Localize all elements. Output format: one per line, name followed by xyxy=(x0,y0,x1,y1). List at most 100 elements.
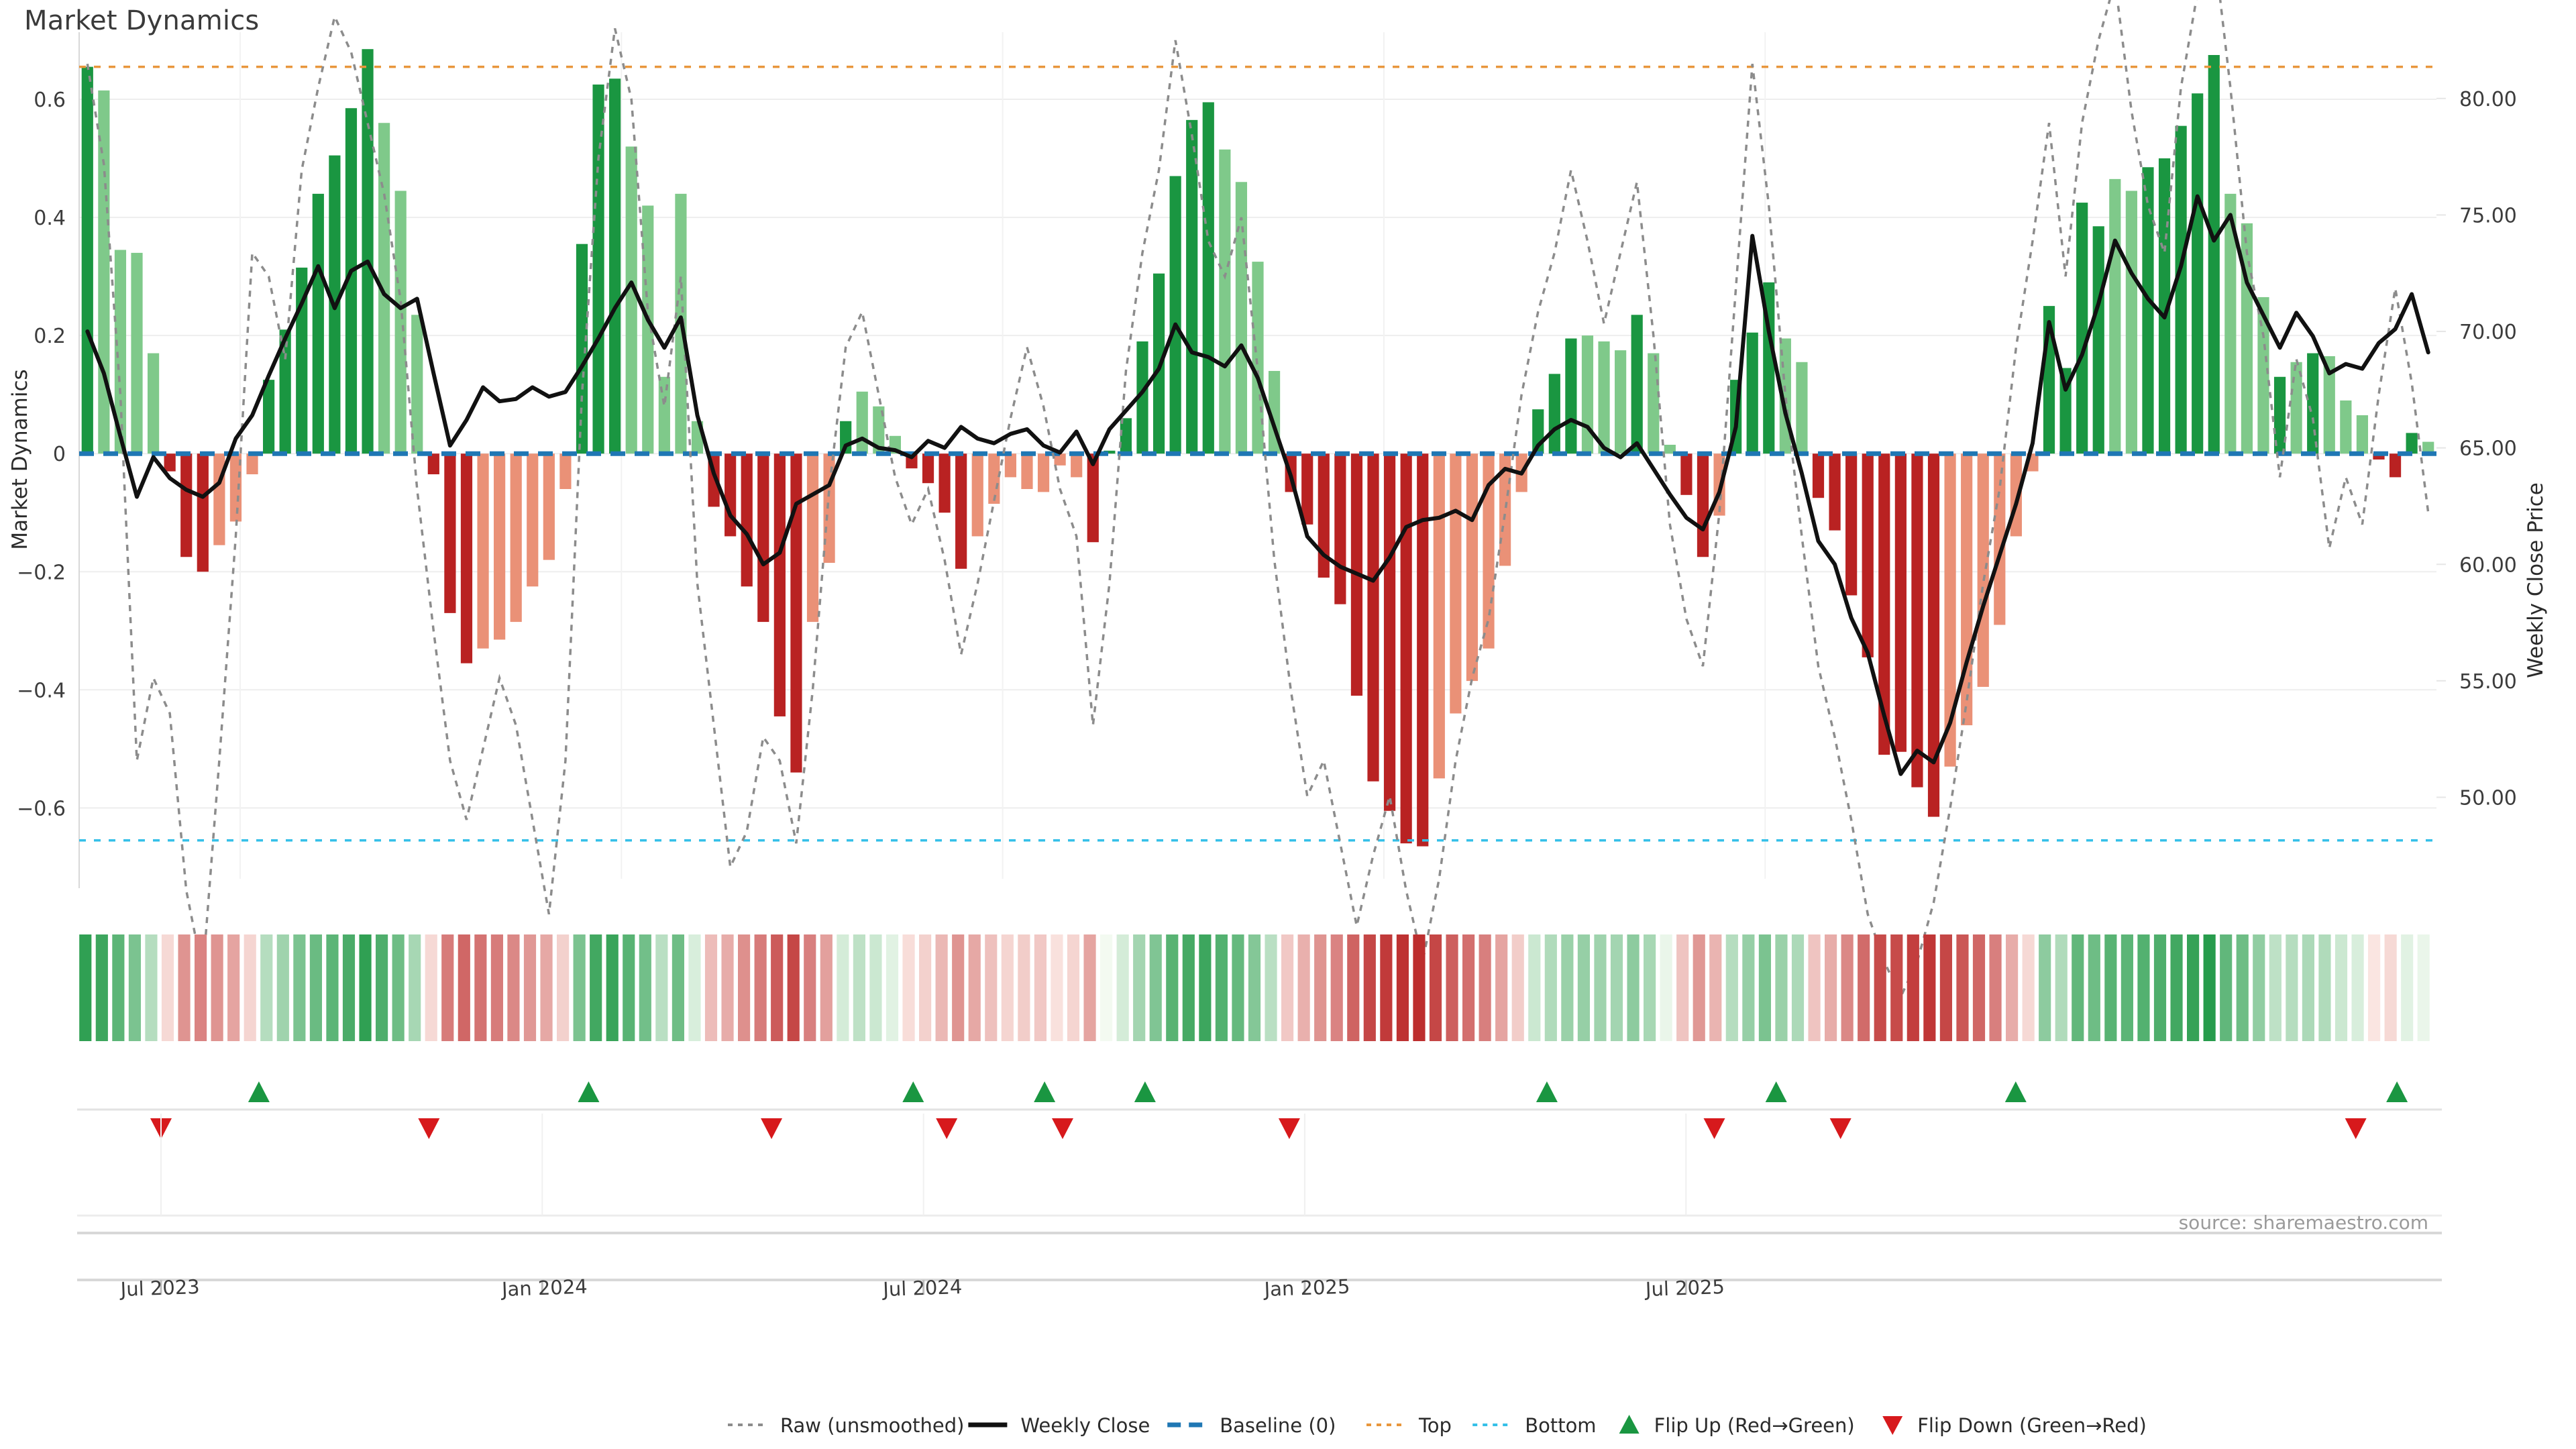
heatmap-cell xyxy=(1923,934,1936,1041)
flip-up-marker[interactable] xyxy=(1134,1081,1156,1102)
heatmap-cell xyxy=(2220,934,2233,1041)
flip-down-marker[interactable] xyxy=(761,1118,783,1139)
bar xyxy=(2257,297,2269,454)
left-tick-label-3: 0 xyxy=(53,443,66,466)
heatmap-cell xyxy=(425,934,437,1041)
flip-up-marker[interactable] xyxy=(2386,1081,2408,1102)
flip-up-marker[interactable] xyxy=(1034,1081,1056,1102)
page-title: Market Dynamics xyxy=(24,5,260,36)
bar xyxy=(2208,55,2220,454)
heatmap-cell xyxy=(1001,934,1014,1041)
bar xyxy=(2076,203,2088,454)
heatmap-cell xyxy=(885,934,899,1041)
heatmap-cell xyxy=(1511,934,1524,1041)
raw-unsmoothed-line xyxy=(86,0,2430,1000)
flip-up-marker[interactable] xyxy=(1765,1081,1787,1102)
heatmap-cell xyxy=(1725,934,1738,1041)
flip-down-marker[interactable] xyxy=(1052,1118,1073,1139)
heatmap-cell xyxy=(1116,934,1129,1041)
bar xyxy=(741,453,753,587)
heatmap-cell xyxy=(1791,934,1805,1041)
heatmap-cell xyxy=(293,934,306,1041)
heatmap-cell xyxy=(1956,934,1969,1041)
heatmap-cell xyxy=(1775,934,1788,1041)
legend-top[interactable]: Top xyxy=(1366,1414,1452,1437)
x-tick-label-4: Jul 2025 xyxy=(1644,1275,1725,1301)
flip-down-marker[interactable] xyxy=(1703,1118,1725,1139)
heatmap-cell xyxy=(1281,934,1294,1041)
heatmap-cell xyxy=(1133,934,1146,1041)
left-tick-label-4: −0.2 xyxy=(17,561,66,584)
heatmap-cell xyxy=(557,934,570,1041)
bar xyxy=(1680,453,1693,495)
bar xyxy=(494,453,506,640)
heatmap-cell xyxy=(1709,934,1722,1041)
legend-weekly-close[interactable]: Weekly Close xyxy=(968,1414,1150,1437)
bar xyxy=(658,376,670,454)
heatmap-cell xyxy=(1528,934,1541,1041)
bar xyxy=(180,453,193,557)
heatmap-cell xyxy=(738,934,751,1041)
flip-down-marker[interactable] xyxy=(936,1118,958,1139)
heatmap-cell xyxy=(639,934,651,1041)
flip-up-marker[interactable] xyxy=(2004,1081,2027,1102)
flip-down-marker[interactable] xyxy=(1829,1118,1851,1139)
legend-flip-down[interactable]: Flip Down (Green→Red) xyxy=(1882,1414,2147,1437)
bar xyxy=(873,406,885,454)
bar xyxy=(592,85,604,454)
bar xyxy=(955,453,967,569)
heatmap-cell xyxy=(376,934,388,1041)
flip-up-marker[interactable] xyxy=(248,1081,270,1102)
heatmap-cell xyxy=(1660,934,1672,1041)
bar xyxy=(1301,453,1313,525)
heatmap-cell xyxy=(606,934,619,1041)
legend-flip-up[interactable]: Flip Up (Red→Green) xyxy=(1619,1414,1855,1437)
bar xyxy=(312,193,324,454)
right-tick-label-6: 50.00 xyxy=(2459,786,2517,810)
heatmap-cell xyxy=(704,934,718,1041)
bar xyxy=(2158,158,2171,454)
bar xyxy=(559,453,572,490)
bar xyxy=(543,453,555,560)
heatmap-cell xyxy=(1825,934,1837,1041)
heatmap-cell xyxy=(2170,934,2183,1041)
heatmap-cell xyxy=(820,934,833,1041)
flip-up-marker[interactable] xyxy=(902,1081,924,1102)
legend-baseline[interactable]: Baseline (0) xyxy=(1167,1414,1336,1437)
bar xyxy=(2059,368,2072,454)
flip-down-marker[interactable] xyxy=(2345,1118,2367,1139)
bar xyxy=(1450,453,1462,714)
flip-up-marker[interactable] xyxy=(1536,1081,1558,1102)
heatmap-cell xyxy=(145,934,158,1041)
bar xyxy=(1862,453,1874,657)
heatmap-cell xyxy=(392,934,405,1041)
heatmap-cell xyxy=(1594,934,1607,1041)
heatmap-cell xyxy=(952,934,965,1041)
legend-raw[interactable]: Raw (unsmoothed) xyxy=(728,1414,964,1437)
heatmap-cell xyxy=(1067,934,1080,1041)
heatmap-cell xyxy=(1577,934,1590,1041)
bar xyxy=(609,78,621,454)
flip-down-marker[interactable] xyxy=(418,1118,440,1139)
right-tick-label-2: 70.00 xyxy=(2459,321,2517,344)
bar xyxy=(1746,332,1758,454)
heatmap-cell xyxy=(2121,934,2133,1041)
bar xyxy=(2241,223,2253,454)
bar xyxy=(1581,335,1594,454)
bar xyxy=(1120,418,1132,454)
heatmap-cell xyxy=(1446,934,1458,1041)
legend-label: Flip Up (Red→Green) xyxy=(1654,1414,1855,1437)
bar xyxy=(724,453,737,537)
bar xyxy=(1829,453,1841,531)
heatmap-cell xyxy=(1676,934,1689,1041)
bar xyxy=(1631,315,1643,454)
heatmap-cell xyxy=(79,934,92,1041)
weekly-close-line xyxy=(85,194,2430,776)
bar xyxy=(1169,176,1181,454)
heatmap-cell xyxy=(2318,934,2331,1041)
bar xyxy=(2092,226,2104,454)
flip-down-marker[interactable] xyxy=(1278,1118,1300,1139)
legend-bottom[interactable]: Bottom xyxy=(1472,1414,1597,1437)
flip-up-marker[interactable] xyxy=(578,1081,600,1102)
